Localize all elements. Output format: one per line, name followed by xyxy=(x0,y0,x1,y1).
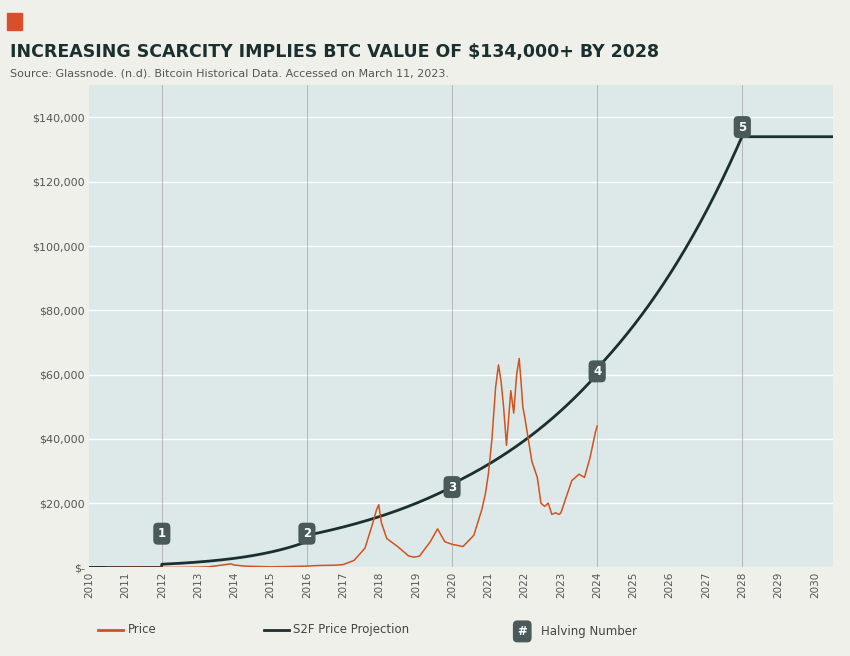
Text: Halving Number: Halving Number xyxy=(541,625,637,638)
Text: S2F Price Projection: S2F Price Projection xyxy=(293,623,410,636)
Text: 2: 2 xyxy=(303,527,311,540)
Text: 3: 3 xyxy=(448,481,456,493)
Text: 4: 4 xyxy=(593,365,601,378)
Text: #: # xyxy=(518,625,527,638)
Text: INCREASING SCARCITY IMPLIES BTC VALUE OF $134,000+ BY 2028: INCREASING SCARCITY IMPLIES BTC VALUE OF… xyxy=(10,43,660,60)
Text: 5: 5 xyxy=(738,121,746,134)
Text: Source: Glassnode. (n.d). Bitcoin Historical Data. Accessed on March 11, 2023.: Source: Glassnode. (n.d). Bitcoin Histor… xyxy=(10,69,449,79)
Text: Price: Price xyxy=(128,623,156,636)
Text: 1: 1 xyxy=(158,527,166,540)
